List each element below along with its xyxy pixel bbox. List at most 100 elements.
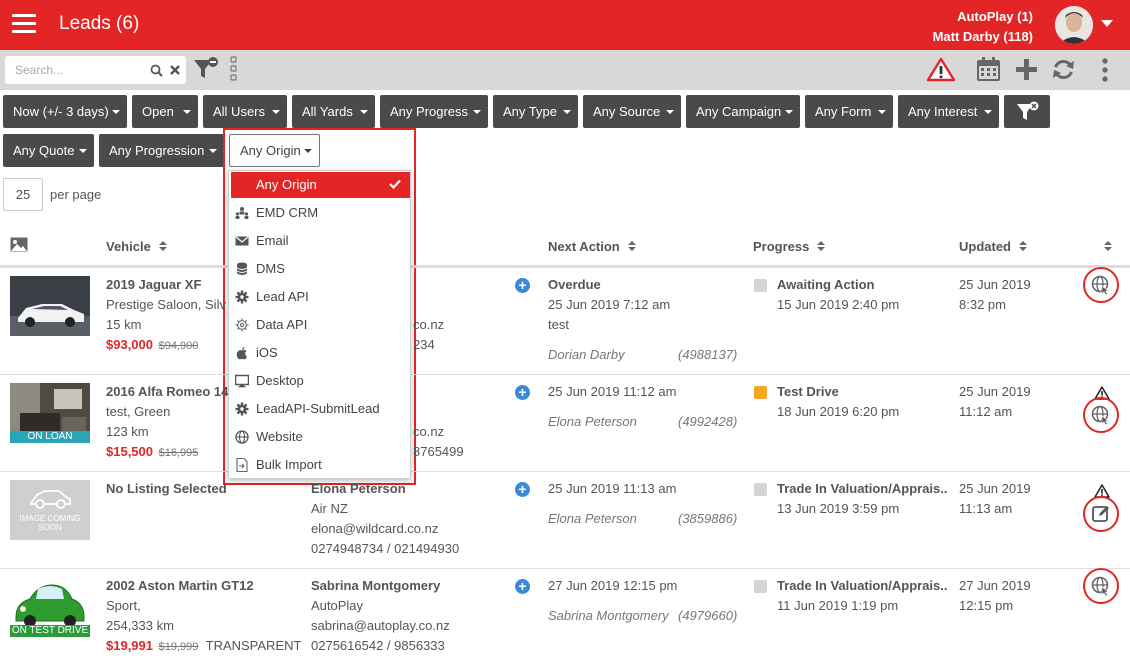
- vehicle-odometer: 15 km: [106, 317, 142, 332]
- filter-yards[interactable]: All Yards: [292, 95, 375, 128]
- origin-option-dms[interactable]: DMS: [231, 256, 410, 282]
- filter-status[interactable]: Open: [132, 95, 198, 128]
- filter-icon[interactable]: [193, 57, 219, 81]
- progress-indicator: [754, 580, 767, 593]
- avatar[interactable]: [1055, 6, 1093, 44]
- progress-indicator: [754, 386, 767, 399]
- origin-option-email[interactable]: Email: [231, 228, 410, 254]
- globe-icon[interactable]: [1091, 576, 1111, 596]
- origin-option-bulk-import[interactable]: Bulk Import: [231, 452, 410, 478]
- row-divider: [0, 568, 1130, 569]
- edit-form-icon[interactable]: [1091, 504, 1111, 524]
- close-icon[interactable]: [169, 64, 181, 76]
- column-header-next-action[interactable]: Next Action: [548, 239, 636, 254]
- check-icon: [389, 179, 401, 189]
- vehicle-title[interactable]: No Listing Selected: [106, 481, 227, 496]
- add-action-button[interactable]: +: [515, 385, 530, 400]
- highlight-circle: [1083, 397, 1119, 433]
- option-label: Website: [256, 429, 303, 444]
- globe-icon[interactable]: [1091, 275, 1111, 295]
- option-label: Lead API: [256, 289, 309, 304]
- next-action-title: Overdue: [548, 277, 601, 292]
- account-info[interactable]: AutoPlay (1) Matt Darby (118): [933, 7, 1033, 47]
- chevron-down-icon[interactable]: [1101, 20, 1113, 28]
- filter-progression[interactable]: Any Progression: [99, 134, 224, 167]
- filter-date-range[interactable]: Now (+/- 3 days): [3, 95, 127, 128]
- origin-option-leadapi-submitlead[interactable]: LeadAPI-SubmitLead: [231, 396, 410, 422]
- drag-handle-icon[interactable]: [229, 56, 239, 82]
- page-title: Leads (6): [59, 13, 140, 34]
- filter-form[interactable]: Any Form: [805, 95, 893, 128]
- vehicle-title[interactable]: 2019 Jaguar XF: [106, 277, 202, 292]
- column-header-progress[interactable]: Progress: [753, 239, 826, 254]
- warning-icon[interactable]: [927, 57, 955, 82]
- image-coming-soon-text: IMAGE COMING SOON: [10, 514, 90, 532]
- vehicle-price: $93,000 $94,900: [106, 335, 198, 356]
- old-price: $19,999: [158, 641, 199, 653]
- clear-filters-button[interactable]: [1004, 95, 1050, 128]
- option-label: Desktop: [256, 373, 304, 388]
- progress-title: Trade In Valuation/Apprais...: [777, 481, 947, 496]
- add-action-button[interactable]: +: [515, 482, 530, 497]
- origin-option-emd-crm[interactable]: EMD CRM: [231, 200, 410, 226]
- add-action-button[interactable]: +: [515, 579, 530, 594]
- refresh-icon[interactable]: [1052, 58, 1075, 81]
- filter-label: All Users: [213, 104, 266, 119]
- next-action-note: test: [548, 317, 569, 332]
- origin-option-website[interactable]: Website: [231, 424, 410, 450]
- column-header-vehicle[interactable]: Vehicle: [106, 239, 167, 254]
- vehicle-thumbnail[interactable]: ON LOAN: [10, 383, 90, 443]
- database-icon: [236, 262, 248, 275]
- filter-interest[interactable]: Any Interest: [898, 95, 999, 128]
- more-vertical-icon[interactable]: [1101, 58, 1109, 82]
- vehicle-thumbnail[interactable]: IMAGE COMING SOON: [10, 480, 90, 540]
- lead-id: (4979660): [678, 608, 738, 623]
- vehicle-thumbnail[interactable]: ON TEST DRIVE: [10, 577, 90, 637]
- updated-date: 27 Jun 2019: [959, 578, 1031, 593]
- filter-progress[interactable]: Any Progress: [380, 95, 488, 128]
- globe-icon: [235, 430, 249, 444]
- vehicle-title[interactable]: 2016 Alfa Romeo 14: [106, 384, 229, 399]
- filter-quote[interactable]: Any Quote: [3, 134, 94, 167]
- add-action-button[interactable]: +: [515, 278, 530, 293]
- vehicle-thumbnail[interactable]: [10, 276, 90, 336]
- search-input[interactable]: [5, 56, 145, 84]
- contact-name[interactable]: Sabrina Montgomery: [311, 578, 441, 593]
- filter-label: Any Type: [503, 104, 557, 119]
- column-header-updated[interactable]: Updated: [959, 239, 1027, 254]
- origin-option-desktop[interactable]: Desktop: [231, 368, 410, 394]
- desktop-icon: [235, 374, 249, 388]
- globe-icon[interactable]: [1091, 405, 1111, 425]
- contact-phone: 0274948734 / 021494930: [311, 541, 460, 556]
- filter-source[interactable]: Any Source: [583, 95, 681, 128]
- contact-email[interactable]: co.nz: [413, 317, 445, 332]
- filter-label: Any Quote: [13, 143, 75, 158]
- filter-campaign[interactable]: Any Campaign: [686, 95, 800, 128]
- search-box: [5, 56, 186, 84]
- filter-origin[interactable]: Any Origin: [229, 134, 320, 167]
- contact-email[interactable]: sabrina@autoplay.co.nz: [311, 618, 450, 633]
- vehicle-title[interactable]: 2002 Aston Martin GT12: [106, 578, 254, 593]
- contact-phone: 8765499: [413, 444, 464, 459]
- origin-option-data-api[interactable]: Data API: [231, 312, 410, 338]
- origin-option-lead-api[interactable]: Lead API: [231, 284, 410, 310]
- option-label: Email: [256, 233, 289, 248]
- search-icon[interactable]: [150, 64, 163, 77]
- hamburger-icon[interactable]: [12, 14, 36, 36]
- column-header-origin[interactable]: [1096, 239, 1112, 254]
- progress-title: Test Drive: [777, 384, 839, 399]
- filter-label: Any Campaign: [696, 104, 782, 119]
- per-page-input[interactable]: 25: [3, 178, 43, 211]
- progress-indicator: [754, 483, 767, 496]
- price: $15,500: [106, 444, 153, 459]
- contact-email[interactable]: elona@wildcard.co.nz: [311, 521, 439, 536]
- plus-icon[interactable]: [1016, 59, 1037, 80]
- calendar-icon[interactable]: [976, 57, 1001, 82]
- filter-users[interactable]: All Users: [203, 95, 287, 128]
- contact-email[interactable]: co.nz: [413, 424, 445, 439]
- filter-type[interactable]: Any Type: [493, 95, 578, 128]
- option-label: LeadAPI-SubmitLead: [256, 401, 380, 416]
- origin-option-any[interactable]: Any Origin: [231, 172, 410, 198]
- contact-name[interactable]: Elona Peterson: [311, 481, 406, 496]
- origin-option-ios[interactable]: iOS: [231, 340, 410, 366]
